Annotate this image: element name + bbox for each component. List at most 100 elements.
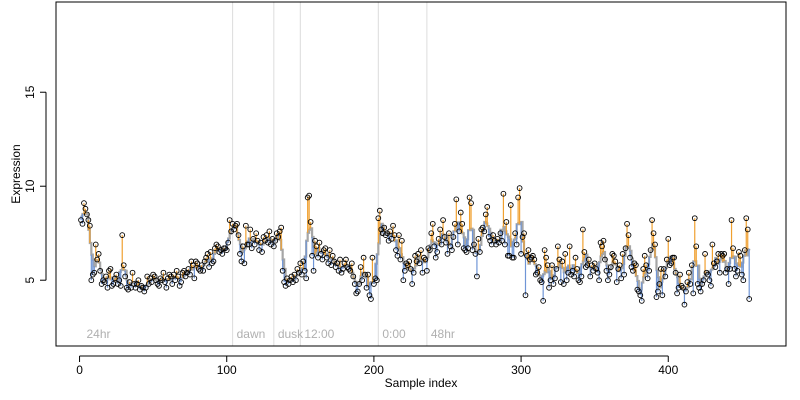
data-point (600, 237, 607, 244)
data-point (709, 241, 716, 248)
data-point (329, 252, 336, 259)
data-point (341, 260, 348, 267)
data-point (691, 215, 698, 222)
data-point (449, 247, 455, 253)
phase-label: 24hr (86, 327, 110, 341)
data-point (238, 258, 245, 265)
data-point (437, 226, 443, 233)
data-point (557, 279, 564, 285)
data-point (426, 247, 433, 253)
data-point (534, 269, 541, 276)
data-point (469, 247, 476, 253)
data-point (688, 262, 695, 269)
data-point (268, 241, 274, 248)
data-point (184, 269, 190, 276)
data-point (716, 269, 723, 276)
data-point (603, 267, 610, 274)
data-point (254, 237, 261, 244)
data-point (643, 262, 650, 269)
data-point (276, 228, 283, 235)
phase-label: 48hr (431, 327, 455, 341)
data-point (381, 224, 388, 231)
data-point (387, 228, 393, 235)
data-point (662, 273, 669, 280)
data-point (119, 232, 126, 238)
data-point (484, 204, 491, 210)
data-point (278, 224, 285, 231)
data-point (681, 301, 688, 308)
data-point (490, 232, 496, 238)
data-point (630, 267, 636, 274)
data-point (371, 281, 377, 287)
data-point (94, 256, 101, 263)
data-point (656, 281, 663, 287)
data-point (306, 192, 312, 199)
y-tick-label: 15 (23, 85, 37, 99)
data-point (608, 264, 614, 270)
data-point (641, 252, 648, 259)
data-point (549, 262, 555, 269)
data-point (117, 282, 124, 289)
data-point (441, 234, 448, 240)
x-tick-label: 200 (364, 363, 384, 377)
data-point (744, 226, 751, 233)
data-point (459, 220, 466, 227)
data-point (293, 277, 299, 284)
data-point (616, 262, 623, 269)
data-point (456, 228, 463, 235)
data-point (424, 267, 430, 274)
data-point (452, 220, 458, 227)
data-point (207, 249, 214, 255)
data-point (507, 202, 514, 208)
y-axis-title: Expression (9, 144, 23, 203)
data-point (369, 254, 376, 261)
data-point (337, 256, 343, 263)
data-point (176, 282, 183, 289)
data-point (627, 254, 633, 261)
data-point (621, 271, 627, 278)
data-point (223, 247, 230, 253)
data-point (228, 228, 234, 235)
x-tick-label: 400 (658, 363, 678, 377)
data-point (406, 258, 413, 265)
data-point (175, 273, 182, 280)
data-point (237, 251, 243, 257)
data-point (360, 254, 367, 261)
data-point (702, 251, 708, 257)
data-point (253, 230, 260, 237)
data-point (652, 241, 658, 248)
data-point (500, 190, 507, 197)
data-point (303, 275, 310, 282)
data-point (635, 288, 642, 295)
data-point (263, 232, 270, 238)
data-point (235, 232, 242, 238)
data-point (135, 277, 142, 284)
data-point (440, 217, 446, 223)
data-point (247, 226, 254, 233)
data-point (665, 236, 672, 242)
data-point (740, 277, 747, 284)
data-point (142, 284, 149, 291)
data-point (699, 281, 705, 287)
data-point (597, 239, 604, 246)
data-point (435, 236, 442, 242)
data-point (116, 277, 123, 284)
data-point (560, 281, 567, 287)
data-point (660, 266, 667, 272)
data-point (384, 230, 390, 237)
data-point (693, 243, 700, 250)
data-point (309, 252, 315, 259)
data-point (680, 284, 686, 291)
data-point (724, 266, 730, 272)
data-point (574, 266, 580, 272)
data-point (684, 279, 691, 285)
data-point (502, 241, 508, 248)
data-point (113, 271, 120, 278)
data-point (84, 211, 90, 218)
data-point (198, 262, 205, 269)
data-point (605, 277, 611, 284)
phase-labels: 24hr dawn dusk 12:00 0:00 48hr (86, 327, 454, 341)
data-point (231, 226, 237, 233)
data-point (162, 279, 168, 285)
data-point (613, 279, 620, 285)
